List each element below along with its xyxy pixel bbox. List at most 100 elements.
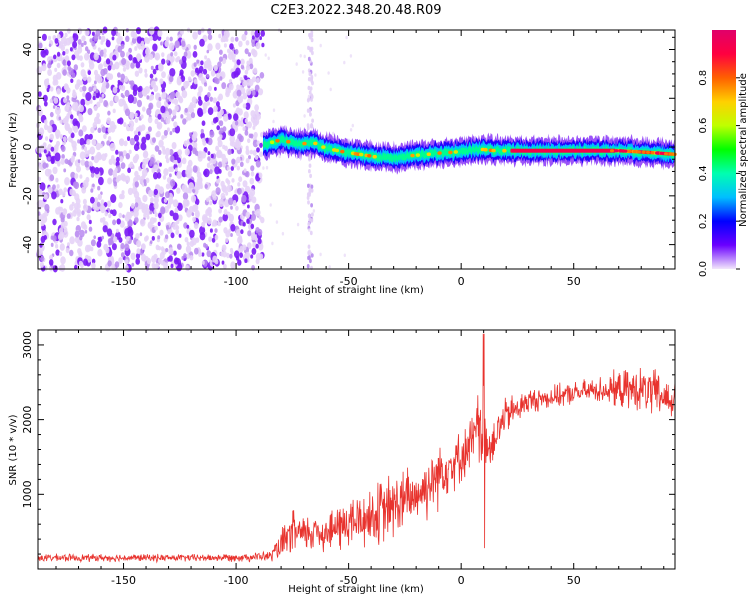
noise-blob: [125, 153, 130, 160]
noise-blob: [248, 79, 254, 87]
signal-blob: [275, 138, 280, 143]
noise-blob: [118, 257, 123, 264]
noise-blob: [53, 144, 59, 153]
noise-blob: [63, 117, 69, 125]
noise-blob: [143, 150, 149, 158]
noise-blob: [118, 85, 122, 90]
noise-blob: [189, 255, 194, 261]
noise-blob: [71, 54, 76, 61]
noise-blob: [135, 252, 141, 259]
noise-blob: [201, 221, 206, 228]
noise-blob: [176, 243, 181, 250]
noise-blob: [308, 108, 311, 113]
noise-blob: [78, 104, 84, 113]
noise-blob: [101, 235, 104, 240]
noise-blob: [311, 80, 314, 86]
noise-blob: [124, 264, 129, 271]
noise-blob: [91, 258, 96, 264]
signal-blob: [437, 151, 442, 155]
noise-blob: [223, 43, 227, 48]
noise-blob: [158, 186, 164, 194]
noise-blob: [206, 73, 210, 78]
noise-blob: [186, 113, 192, 121]
noise-blob: [252, 149, 257, 156]
noise-blob: [56, 62, 61, 69]
noise-blob: [309, 86, 313, 91]
noise-blob: [174, 105, 179, 112]
noise-blob: [120, 162, 126, 170]
noise-blob: [221, 159, 225, 165]
noise-blob: [44, 119, 48, 125]
noise-blob: [153, 209, 157, 214]
noise-blob: [245, 211, 251, 219]
signal-blob: [610, 149, 614, 153]
noise-blob: [93, 105, 98, 112]
noise-blob: [248, 57, 253, 64]
snr-panel: -150 -100 -50 0 50 1000 2000 3000 Height of st…: [8, 329, 676, 595]
signal-blob: [491, 148, 496, 153]
noise-blob: [124, 175, 131, 184]
noise-blob: [70, 139, 74, 144]
noise-blob: [124, 89, 130, 98]
noise-blob: [207, 207, 212, 215]
noise-blob: [141, 168, 148, 177]
noise-blob: [221, 82, 227, 90]
noise-blob: [193, 44, 197, 50]
noise-blob: [153, 196, 159, 204]
noise-blob: [240, 64, 245, 70]
noise-blob: [208, 236, 213, 242]
noise-blob: [220, 251, 224, 257]
noise-blob: [89, 99, 93, 104]
noise-blob: [36, 145, 42, 154]
noise-blob: [272, 108, 276, 112]
noise-blob: [59, 206, 63, 212]
noise-blob: [100, 199, 105, 205]
noise-blob: [79, 151, 86, 160]
noise-blob: [174, 207, 179, 214]
noise-blob: [129, 111, 135, 120]
noise-blob: [245, 149, 250, 156]
noise-blob: [206, 197, 210, 202]
noise-blob: [50, 242, 54, 247]
noise-blob: [251, 35, 255, 40]
noise-blob: [112, 64, 116, 69]
noise-blob: [136, 27, 141, 35]
noise-blob: [36, 248, 42, 256]
noise-blob: [312, 209, 316, 213]
noise-blob: [200, 128, 204, 134]
noise-blob: [236, 189, 240, 193]
noise-blob: [59, 119, 63, 124]
noise-blob: [60, 222, 66, 229]
noise-blob: [251, 232, 256, 239]
noise-blob: [221, 260, 225, 265]
noise-blob: [47, 186, 53, 194]
spectrogram-x-axis-label: Height of straight line (km): [288, 285, 424, 296]
noise-blob: [214, 234, 219, 241]
figure-title: C2E3.2022.348.20.48.R09: [270, 3, 441, 18]
noise-blob: [258, 172, 263, 179]
noise-blob: [235, 229, 241, 237]
noise-blob: [84, 160, 90, 168]
noise-blob: [215, 42, 221, 50]
spectrogram-signal-track: [263, 125, 677, 175]
noise-blob: [56, 72, 62, 80]
noise-blob: [161, 145, 166, 152]
noise-blob: [102, 82, 106, 88]
noise-blob: [86, 139, 91, 145]
noise-blob: [242, 126, 246, 131]
noise-blob: [69, 188, 75, 196]
noise-blob: [124, 259, 129, 265]
noise-blob: [153, 188, 158, 196]
noise-blob: [112, 86, 118, 94]
noise-blob: [93, 235, 96, 239]
noise-blob: [90, 239, 96, 247]
noise-blob: [254, 84, 260, 92]
noise-blob: [222, 185, 228, 193]
noise-blob: [106, 117, 112, 125]
noise-blob: [154, 118, 159, 125]
noise-blob: [159, 78, 164, 85]
noise-blob: [223, 29, 230, 38]
noise-blob: [349, 128, 353, 132]
noise-blob: [310, 74, 314, 80]
noise-blob: [150, 80, 156, 88]
